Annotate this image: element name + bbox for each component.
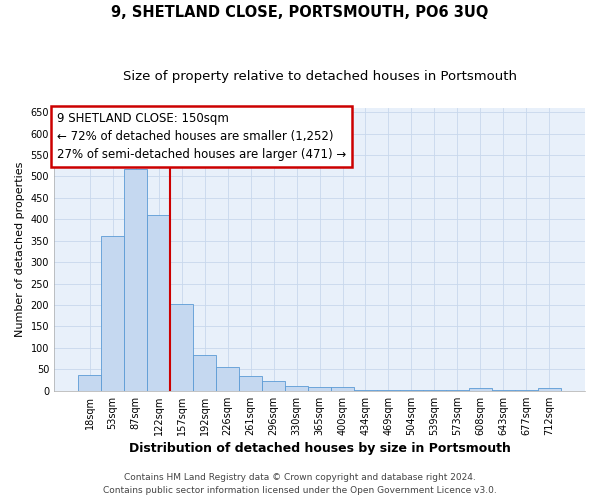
Bar [377, 390, 400, 391]
Text: Contains HM Land Registry data © Crown copyright and database right 2024.
Contai: Contains HM Land Registry data © Crown c… [103, 473, 497, 495]
Y-axis label: Number of detached properties: Number of detached properties [15, 162, 25, 337]
Bar [492, 390, 515, 391]
Bar [469, 388, 492, 391]
Bar [170, 304, 193, 391]
Bar [101, 236, 124, 391]
Bar [124, 169, 147, 391]
Bar [308, 387, 331, 391]
Text: 9 SHETLAND CLOSE: 150sqm
← 72% of detached houses are smaller (1,252)
27% of sem: 9 SHETLAND CLOSE: 150sqm ← 72% of detach… [56, 112, 346, 161]
Bar [446, 390, 469, 391]
Bar [262, 381, 285, 391]
Bar [331, 387, 354, 391]
Text: 9, SHETLAND CLOSE, PORTSMOUTH, PO6 3UQ: 9, SHETLAND CLOSE, PORTSMOUTH, PO6 3UQ [112, 5, 488, 20]
Bar [538, 388, 561, 391]
Bar [354, 390, 377, 391]
Bar [193, 355, 216, 391]
Bar [78, 374, 101, 391]
Bar [147, 215, 170, 391]
Title: Size of property relative to detached houses in Portsmouth: Size of property relative to detached ho… [122, 70, 517, 83]
Bar [239, 376, 262, 391]
Bar [285, 386, 308, 391]
Bar [400, 390, 423, 391]
X-axis label: Distribution of detached houses by size in Portsmouth: Distribution of detached houses by size … [128, 442, 511, 455]
Bar [515, 390, 538, 391]
Bar [423, 390, 446, 391]
Bar [216, 367, 239, 391]
